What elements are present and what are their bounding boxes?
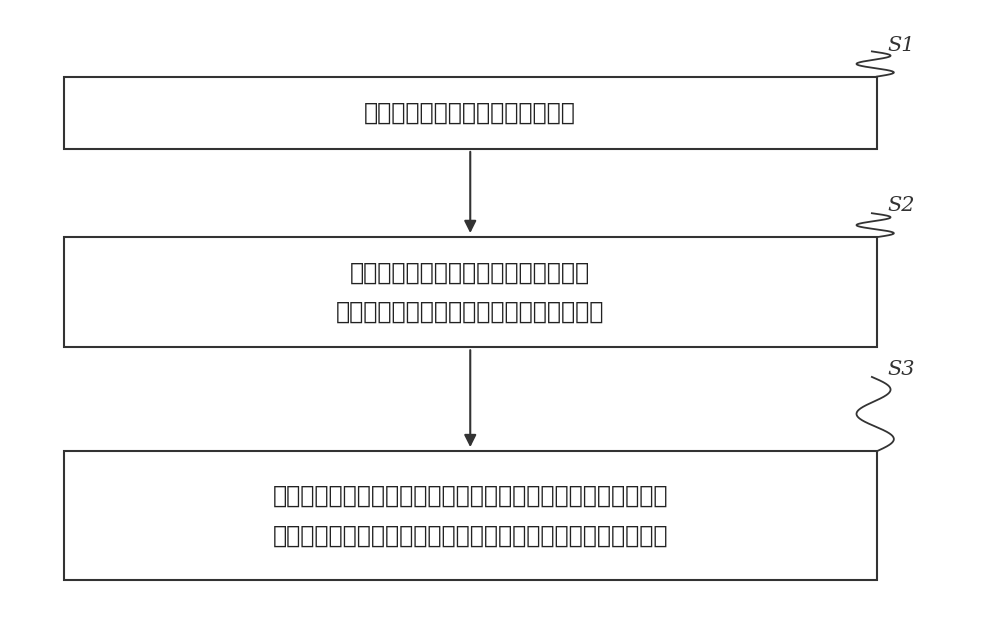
- Text: 家居电器收到移动终端发送的红外信号
后，向所述移动终端发送家居电器识别信息: 家居电器收到移动终端发送的红外信号 后，向所述移动终端发送家居电器识别信息: [336, 261, 604, 324]
- Bar: [64, 237, 877, 347]
- Text: 移动终端接收到所述家居电器识别信息后，对该信息进行处理，
并根据处理结果显示与该电器识别信息相匹配的控制操作界面。: 移动终端接收到所述家居电器识别信息后，对该信息进行处理， 并根据处理结果显示与该…: [272, 484, 668, 547]
- Bar: [64, 77, 877, 149]
- Bar: [64, 451, 877, 581]
- Text: S2: S2: [888, 196, 915, 215]
- Text: S1: S1: [888, 36, 915, 55]
- Text: S3: S3: [888, 360, 915, 379]
- Text: 移动终端向家居电器发送红外信号: 移动终端向家居电器发送红外信号: [364, 101, 576, 125]
